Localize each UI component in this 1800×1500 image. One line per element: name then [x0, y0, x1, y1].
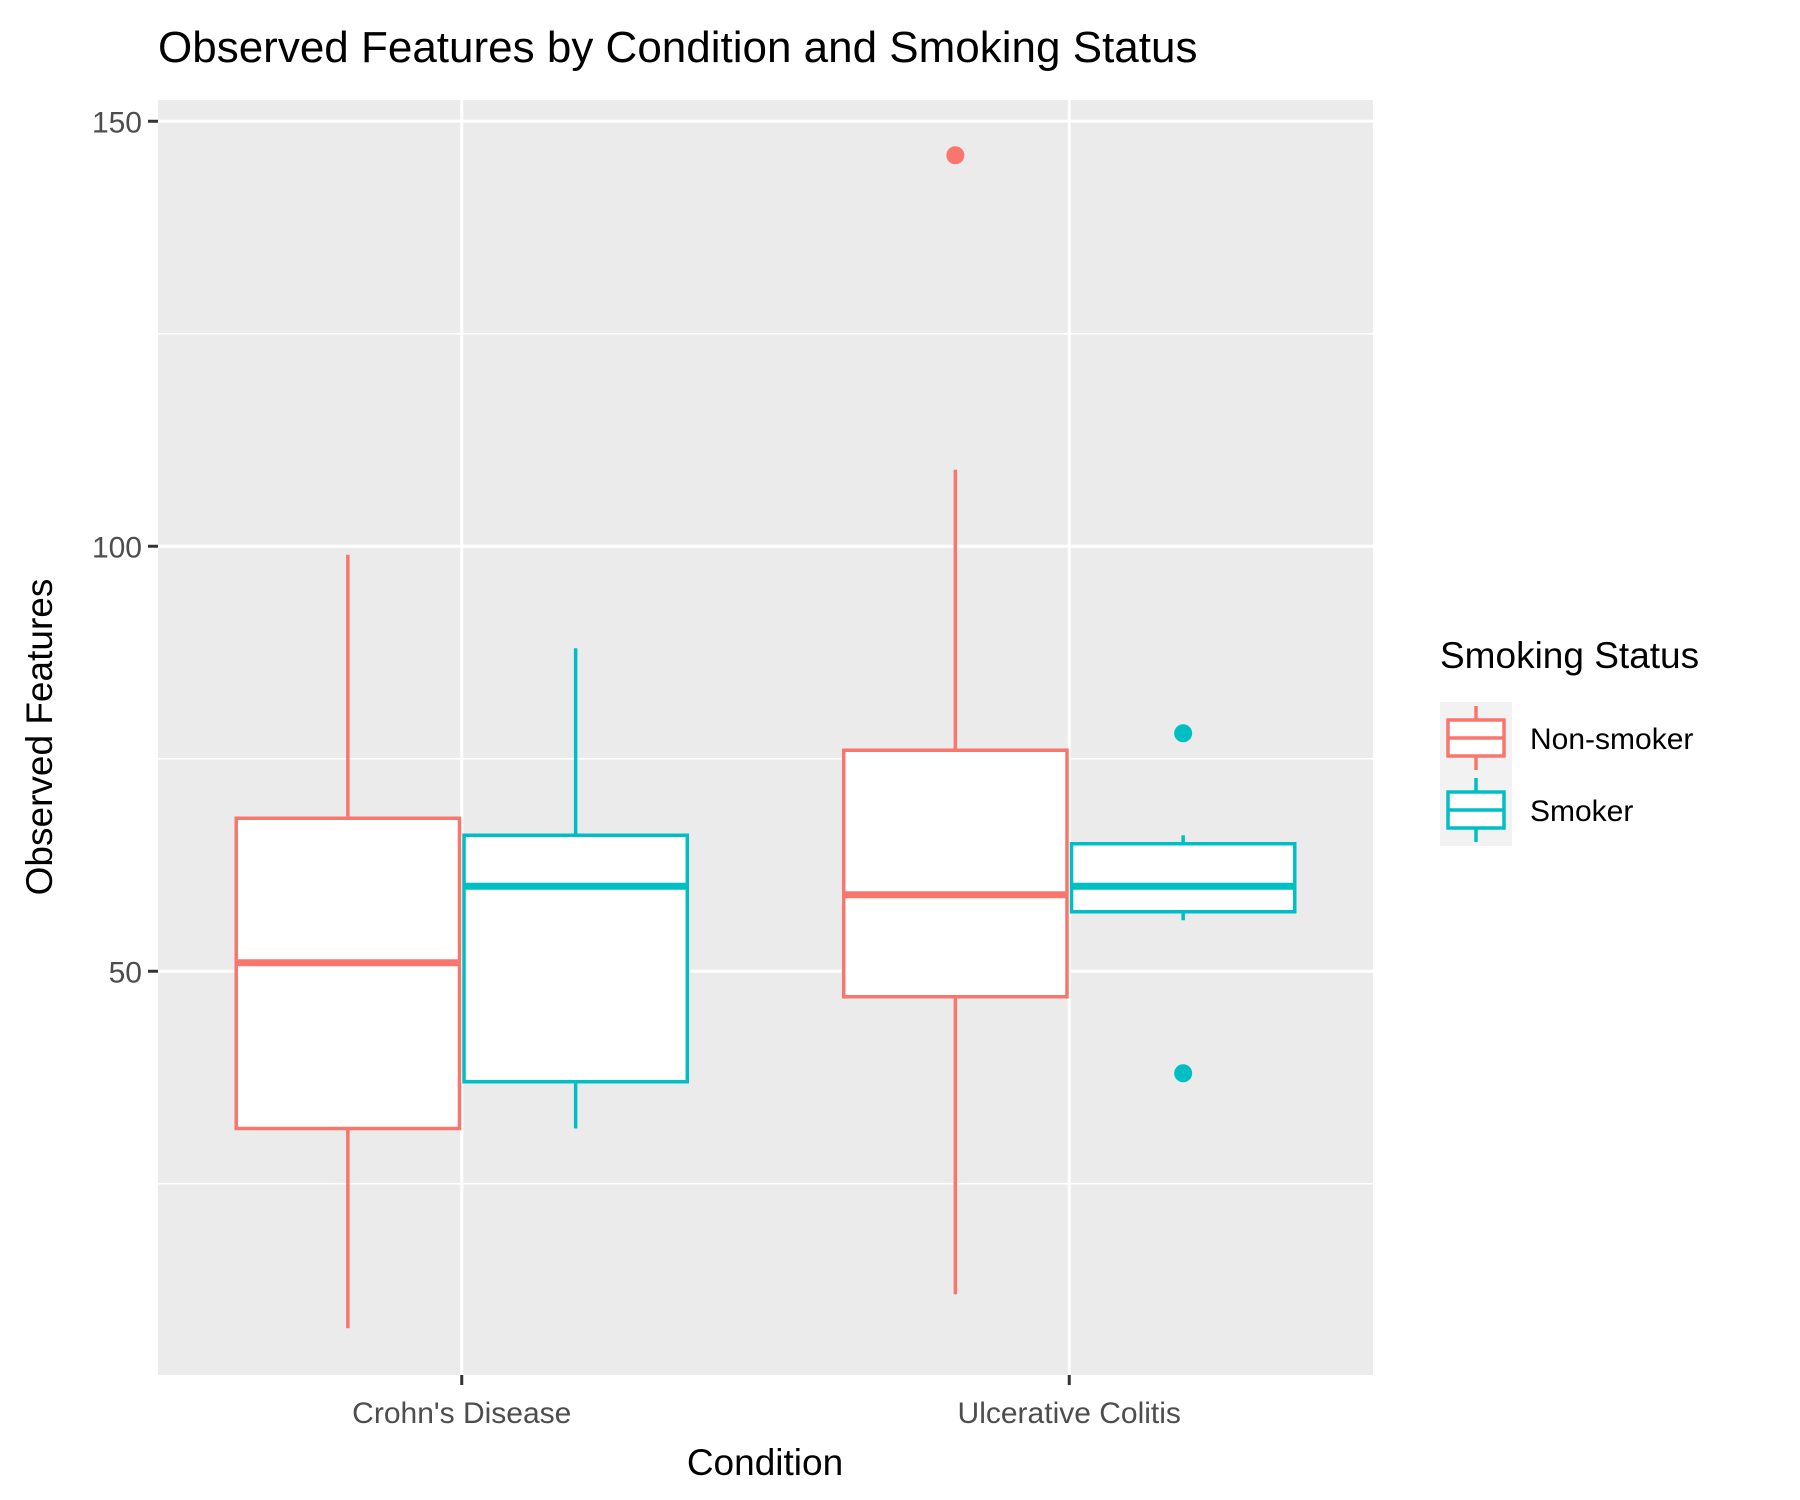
x-tick-label: Ulcerative Colitis — [958, 1397, 1181, 1430]
box-non-smoker-1 — [841, 146, 1069, 1295]
outlier-point — [1174, 724, 1193, 743]
box-iqr — [841, 748, 1069, 999]
legend-item-non-smoker: Non-smoker — [1440, 702, 1693, 774]
box-smoker-1 — [1069, 724, 1297, 1083]
y-axis-title: Observed Features — [19, 579, 60, 896]
y-tick-label: 150 — [92, 106, 142, 139]
y-tick-label: 50 — [109, 956, 142, 989]
outlier-point — [1174, 1064, 1193, 1083]
y-tick-label: 100 — [92, 531, 142, 564]
box-iqr — [462, 833, 690, 1084]
plot-panel — [158, 100, 1373, 1375]
x-tick-label: Crohn's Disease — [352, 1397, 571, 1430]
box-iqr — [1069, 842, 1297, 914]
legend-label: Non-smoker — [1530, 723, 1693, 756]
box-non-smoker-0 — [234, 554, 462, 1329]
x-axis-title: Condition — [687, 1442, 843, 1483]
box-iqr — [234, 816, 462, 1131]
legend-title: Smoking Status — [1440, 635, 1699, 676]
chart-title: Observed Features by Condition and Smoki… — [158, 23, 1197, 72]
outlier-point — [946, 146, 965, 165]
legend-items: Non-smoker Smoker — [1440, 702, 1693, 846]
axes: 50 100 150 Crohn's Disease Ulcerative Coliti… — [92, 106, 1181, 1430]
legend: Smoking Status Non-smoker Smoker — [1440, 635, 1699, 846]
legend-item-smoker: Smoker — [1440, 774, 1633, 846]
legend-label: Smoker — [1530, 795, 1633, 828]
box-smoker-0 — [462, 648, 690, 1129]
box-series — [234, 146, 1297, 1329]
